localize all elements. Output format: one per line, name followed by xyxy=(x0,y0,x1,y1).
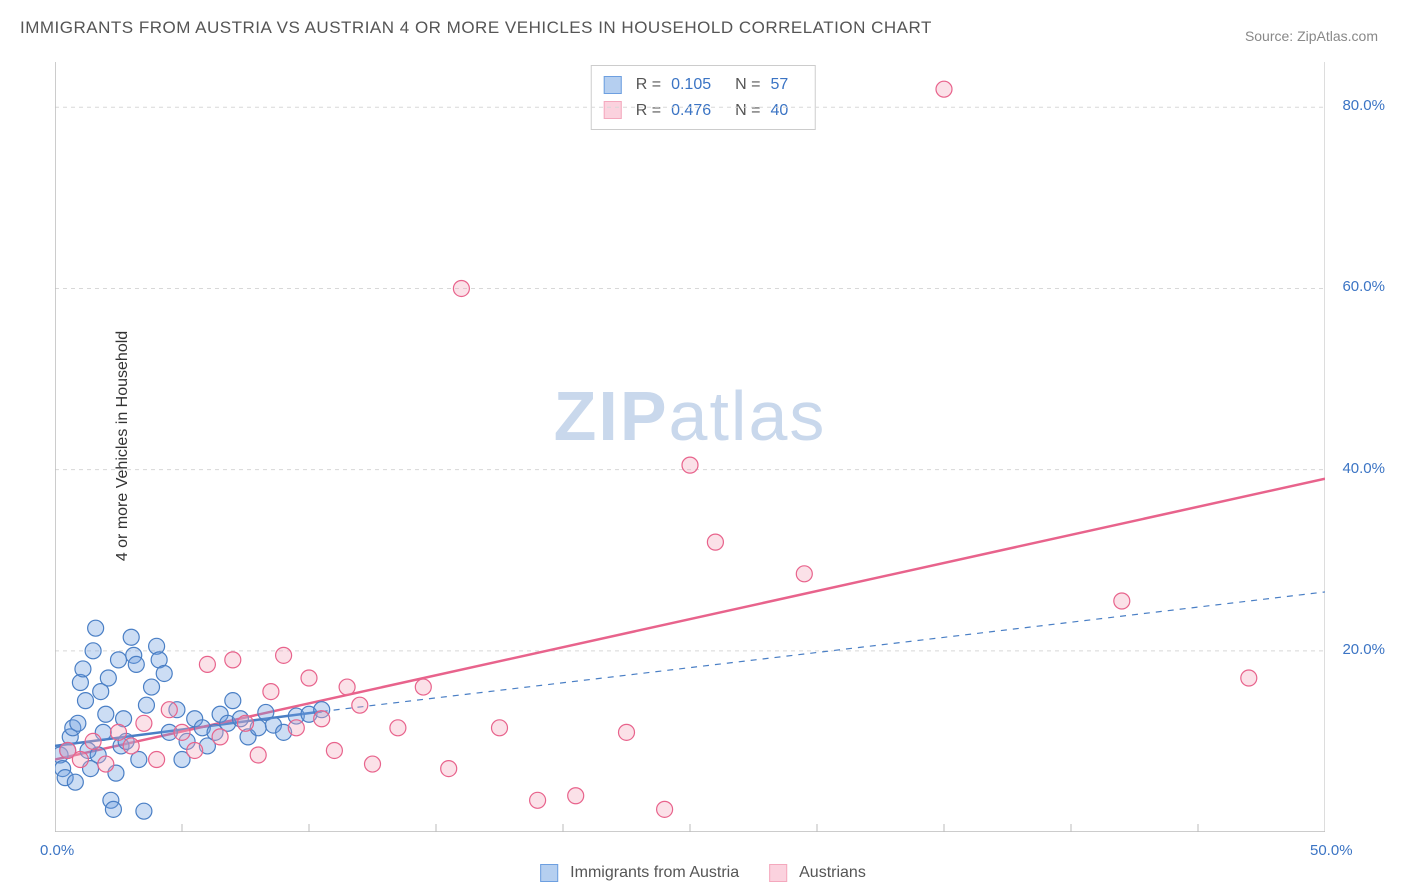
chart-title: IMMIGRANTS FROM AUSTRIA VS AUSTRIAN 4 OR… xyxy=(20,18,932,38)
legend-item-1: Immigrants from Austria xyxy=(540,864,739,882)
legend-swatch-pink-icon xyxy=(769,864,787,882)
y-tick-label: 40.0% xyxy=(1342,460,1385,477)
y-tick-label: 60.0% xyxy=(1342,278,1385,295)
scatter-plot-svg xyxy=(55,62,1325,832)
y-tick-label: 80.0% xyxy=(1342,97,1385,114)
source-label: Source: ZipAtlas.com xyxy=(1245,28,1378,44)
y-tick-label: 20.0% xyxy=(1342,641,1385,658)
x-tick-label: 50.0% xyxy=(1310,842,1353,859)
chart-plot-area: ZIPatlas 20.0%40.0%60.0%80.0%0.0%50.0% xyxy=(55,62,1325,832)
legend-swatch-blue-icon xyxy=(540,864,558,882)
series-legend: Immigrants from Austria Austrians xyxy=(540,864,866,882)
x-tick-label: 0.0% xyxy=(40,842,74,859)
legend-item-2: Austrians xyxy=(769,864,866,882)
